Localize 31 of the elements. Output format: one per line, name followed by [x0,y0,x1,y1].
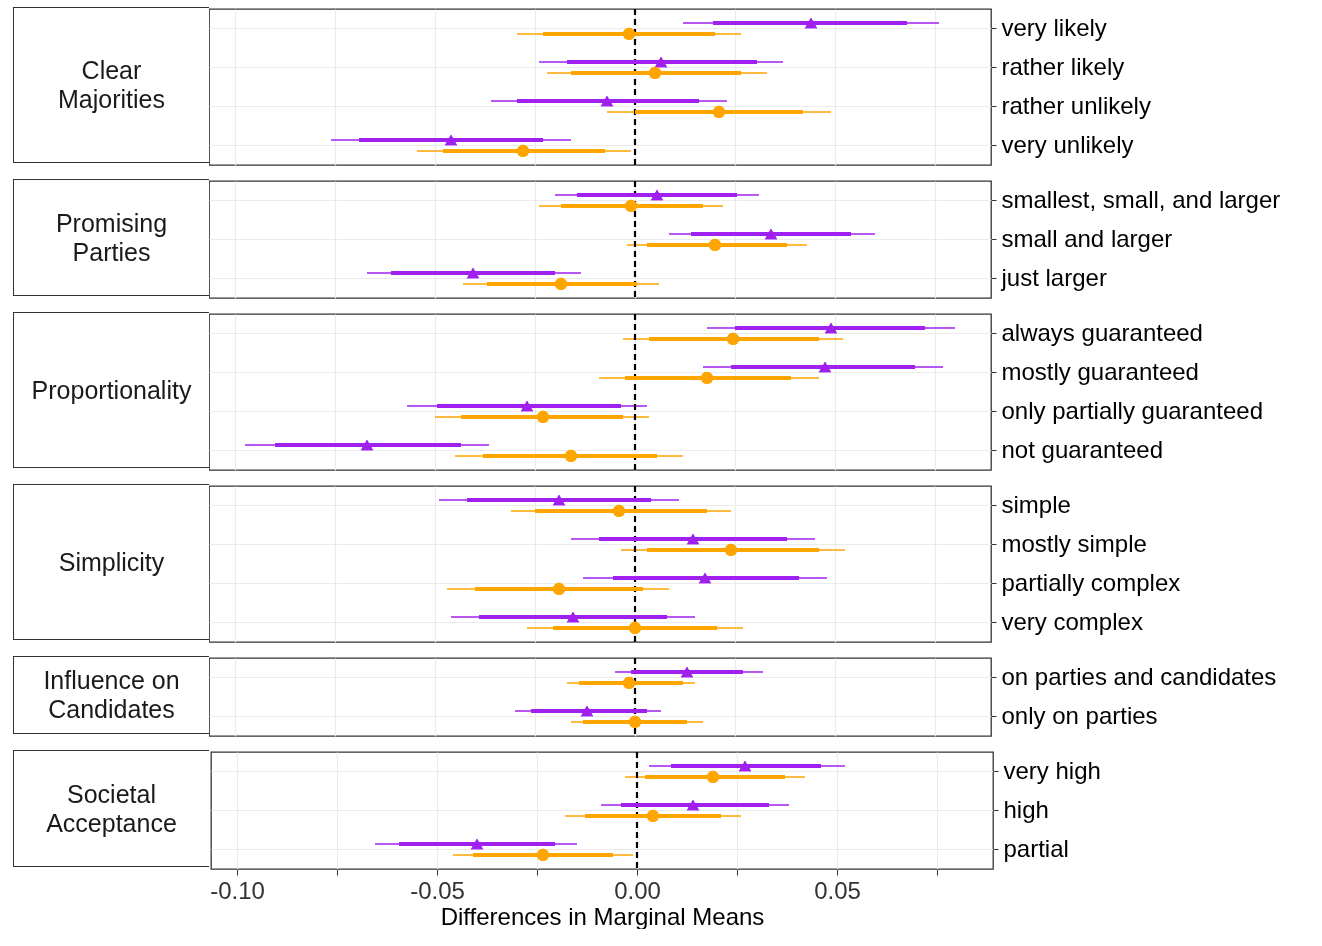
text: Promising Parties [13,179,209,296]
x-axis-title: Differences in Marginal Means [440,902,765,930]
y-tick-label: small and larger [1001,224,1173,252]
y-tick-label: simple [1001,490,1071,518]
y-tick-label: very high [1003,756,1101,784]
y-tick-label: not guaranteed [1001,435,1163,463]
y-tick-label: partially complex [1001,568,1181,596]
text: Proportionality [13,312,209,468]
x-tick-label: 0.05 [814,876,861,904]
x-tick-label: -0.05 [410,876,465,904]
y-tick-label: only on parties [1001,701,1158,729]
y-tick-label: always guaranteed [1001,318,1203,346]
y-tick-label: very unlikely [1001,130,1134,158]
y-tick-label: high [1003,795,1049,823]
text: Clear Majorities [13,7,209,163]
x-tick-label: 0.00 [614,876,661,904]
y-tick-label: only partially guaranteed [1001,396,1264,424]
y-tick-label: rather likely [1001,52,1125,80]
y-tick-label: rather unlikely [1001,91,1151,119]
y-tick-label: on parties and candidates [1001,662,1277,690]
y-tick-label: mostly guaranteed [1001,357,1199,385]
text: Simplicity [13,484,209,640]
text: Societal Acceptance [13,750,209,867]
y-tick-label: partial [1003,834,1069,862]
x-tick-label: -0.10 [210,876,265,904]
y-tick-label: mostly simple [1001,529,1147,557]
text: Influence on Candidates [13,656,209,734]
y-tick-label: smallest, small, and larger [1001,185,1281,213]
y-tick-label: just larger [1000,263,1107,291]
y-tick-label: very complex [1001,607,1143,635]
y-tick-label: very likely [1001,13,1107,41]
